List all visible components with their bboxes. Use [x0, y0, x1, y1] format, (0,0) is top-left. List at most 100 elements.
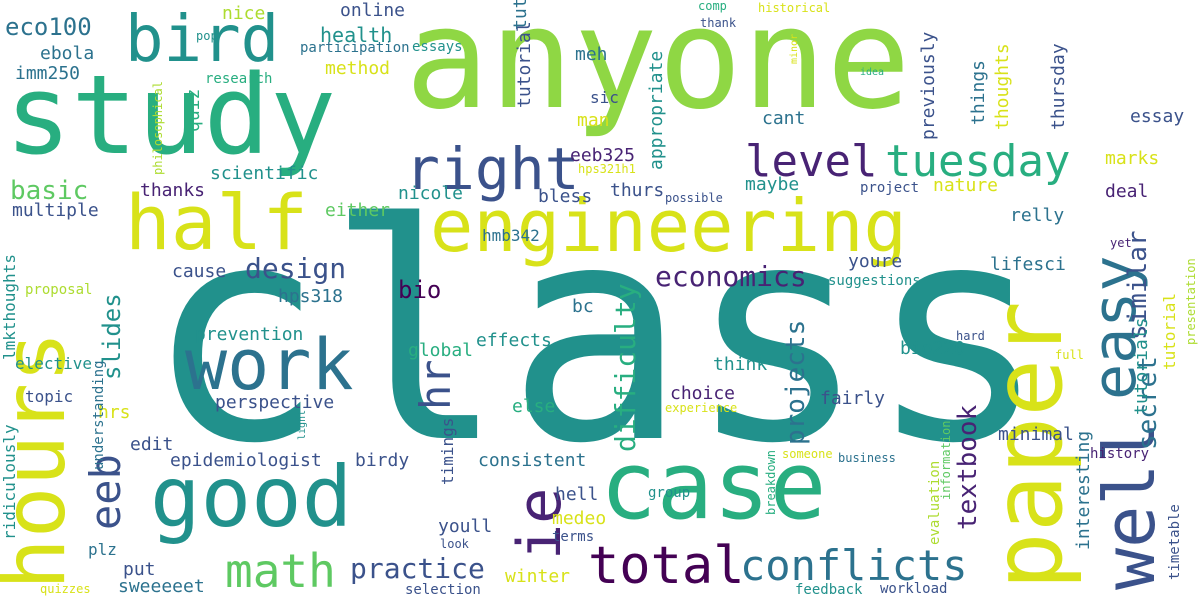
- word-deal: deal: [1105, 181, 1149, 202]
- word-man: man: [577, 110, 610, 131]
- word-right: right: [405, 135, 580, 203]
- word-essay: essay: [1130, 106, 1185, 127]
- word-fairly: fairly: [820, 388, 886, 409]
- word-bio220: bio220: [900, 338, 966, 359]
- word-business: business: [838, 451, 896, 465]
- word-marks: marks: [1105, 148, 1160, 169]
- word-nature: nature: [933, 175, 999, 196]
- word-multiple: multiple: [12, 200, 99, 221]
- word-bird: bird: [125, 3, 280, 77]
- word-selection: selection: [405, 582, 481, 598]
- word-experience: experience: [665, 401, 738, 415]
- word-timings: timings: [438, 417, 457, 485]
- word-hps321h1: hps321h1: [578, 162, 636, 176]
- word-yet: yet: [1110, 236, 1132, 250]
- word-elective: elective: [15, 354, 93, 373]
- word-consistent: consistent: [478, 450, 587, 471]
- word-sweeeeet: sweeeeet: [118, 576, 205, 597]
- word-class: class: [145, 160, 1049, 509]
- word-tuesday: tuesday: [885, 136, 1071, 187]
- word-epidemiologist: epidemiologist: [170, 450, 322, 471]
- word-level: level: [745, 136, 878, 187]
- word-philosophical: philosophical: [151, 81, 165, 175]
- word-perspective: perspective: [215, 392, 335, 413]
- word-suggestions: suggestions: [828, 273, 921, 289]
- word-information: information: [939, 420, 953, 500]
- word-topic: topic: [25, 387, 74, 406]
- word-look: look: [440, 537, 469, 551]
- word-breakdown: breakdown: [764, 449, 778, 515]
- word-method: method: [325, 58, 391, 79]
- word-good: good: [150, 448, 353, 546]
- word-either: either: [325, 200, 391, 221]
- word-put: put: [123, 559, 156, 580]
- word-meh: meh: [575, 44, 608, 65]
- word-thank: thank: [700, 16, 737, 30]
- word-scientific: scientific: [210, 163, 319, 184]
- word-tutorial: tutorial: [510, 0, 531, 30]
- word-edit: edit: [130, 434, 174, 455]
- word-minimal: minimal: [998, 424, 1074, 445]
- word-research: research: [205, 71, 273, 87]
- word-possible: possible: [665, 191, 723, 205]
- word-effects: effects: [476, 330, 552, 351]
- word-case: case: [600, 432, 827, 541]
- word-half: half: [125, 178, 309, 267]
- word-lmkthoughts: lmkthoughts: [0, 254, 19, 360]
- word-total: total: [588, 536, 745, 596]
- word-economics: economics: [655, 260, 807, 293]
- word-participation: participation: [300, 40, 410, 56]
- word-thoughts: thoughts: [992, 43, 1013, 130]
- word-design: design: [245, 252, 347, 285]
- word-group: group: [648, 485, 691, 501]
- word-else: else: [512, 396, 556, 417]
- word-relly: relly: [1010, 205, 1065, 226]
- word-eco100: eco100: [5, 13, 92, 41]
- word-eeb325: eeb325: [570, 145, 636, 166]
- word-youre: youre: [848, 251, 903, 272]
- word-thursday: thursday: [1048, 43, 1069, 130]
- word-full: full: [1055, 348, 1084, 362]
- word-conflicts: conflicts: [740, 541, 968, 590]
- word-historical: historical: [758, 1, 831, 15]
- word-terms: terms: [552, 529, 595, 545]
- word-global: global: [408, 340, 474, 361]
- word-projects: projects: [781, 319, 811, 445]
- word-textbook: textbook: [953, 404, 983, 530]
- word-math: math: [225, 544, 336, 598]
- word-online: online: [340, 0, 406, 21]
- word-hr: hr: [411, 359, 460, 410]
- word-maybe: maybe: [745, 174, 800, 195]
- word-basic: basic: [10, 176, 89, 206]
- word-proposal: proposal: [25, 282, 93, 298]
- word-youll: youll: [438, 516, 493, 537]
- word-things: things: [968, 59, 989, 125]
- word-paper: paper: [972, 301, 1084, 590]
- word-lifesci: lifesci: [990, 254, 1066, 275]
- word-engineering: engineering: [430, 184, 907, 268]
- word-idea: idea: [860, 67, 885, 78]
- word-practice: practice: [350, 552, 485, 585]
- word-cause: cause: [172, 261, 227, 282]
- word-previously: previously: [918, 31, 939, 140]
- word-ridiculously: ridiculously: [0, 424, 19, 540]
- word-imm250: imm250: [15, 63, 81, 84]
- word-bc: bc: [572, 296, 594, 317]
- word-hard: hard: [956, 329, 985, 343]
- word-hmb342: hmb342: [482, 226, 540, 245]
- word-choice: choice: [670, 383, 736, 404]
- word-history: history: [1090, 446, 1150, 462]
- word-winter: winter: [505, 566, 571, 587]
- word-health: health: [320, 23, 393, 47]
- word-minor: minor: [789, 33, 800, 64]
- word-someone: someone: [782, 447, 833, 461]
- word-thanks: thanks: [140, 180, 206, 201]
- word-timetable: timetable: [1167, 504, 1183, 580]
- word-think: think: [713, 354, 768, 375]
- word-birdy: birdy: [355, 450, 410, 471]
- word-study: study: [5, 51, 337, 179]
- word-appropriate: appropriate: [646, 50, 667, 170]
- word-hrs: hrs: [98, 402, 131, 423]
- word-understanding: understanding: [91, 360, 107, 470]
